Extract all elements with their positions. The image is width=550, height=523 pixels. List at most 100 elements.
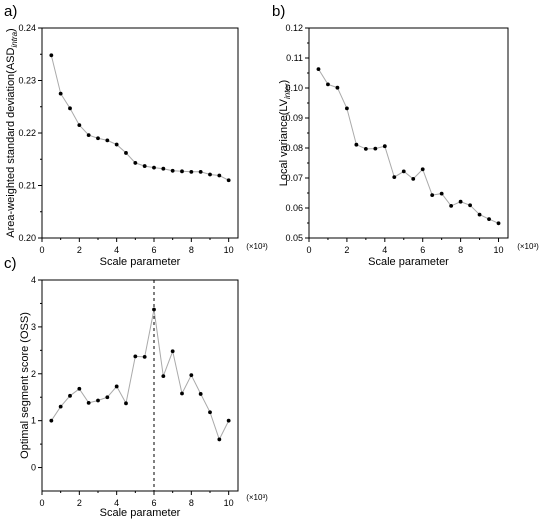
x-axis-label: Scale parameter (368, 256, 449, 268)
x-tick-label: 10 (494, 245, 504, 255)
data-point (77, 386, 82, 391)
data-point (152, 307, 156, 312)
data-point (217, 437, 222, 442)
y-tick-label: 0.07 (285, 173, 303, 183)
data-point (161, 374, 166, 379)
y-tick-label: 0.23 (18, 76, 36, 86)
x-tick-label: 2 (344, 245, 349, 255)
x-tick-label: 8 (189, 245, 194, 255)
y-tick-label: 0.12 (285, 23, 303, 33)
data-point (114, 142, 119, 147)
x-tick-label: 0 (39, 498, 44, 508)
data-point (373, 146, 378, 151)
chart-panel-1: a) 0 2 4 6 8 10 0.20 0.21 0.22 0.23 0.24 Scale param… (4, 3, 268, 268)
data-point (161, 166, 166, 171)
x-tick-label: 6 (151, 498, 156, 508)
y-axis-label: Local variance(LVinter) (278, 80, 292, 186)
plot-frame (41, 279, 239, 492)
x-tick-label: 10 (224, 498, 234, 508)
data-point (124, 151, 128, 155)
y-tick-label: 0.24 (18, 23, 36, 33)
y-tick-label: 0 (31, 463, 36, 473)
data-point (326, 82, 330, 87)
data-point (496, 221, 501, 226)
x-axis-multiplier: (×10³) (246, 242, 268, 251)
y-tick-label: 1 (31, 416, 36, 426)
data-point (439, 191, 444, 196)
x-tick-label: 0 (306, 245, 311, 255)
x-axis-multiplier: (×10³) (246, 493, 268, 502)
y-tick-label: 0.10 (285, 83, 303, 93)
x-tick-label: 4 (382, 245, 387, 255)
panel-label: b) (272, 3, 285, 20)
x-tick-label: 0 (39, 245, 44, 255)
y-axis-label: Area-weighted standard deviation(ASDintr… (5, 28, 19, 237)
data-point (142, 164, 147, 168)
y-tick-label: 0.08 (285, 143, 303, 153)
data-point (487, 217, 491, 222)
data-point (180, 391, 184, 396)
data-point (382, 144, 387, 149)
x-tick-label: 2 (77, 498, 82, 508)
chart-panel-2: b) 0 2 4 6 8 10 0.05 0.06 0.07 0.08 0.09 0.10 0.11 0.1… (272, 3, 539, 268)
y-tick-label: 0.05 (285, 233, 303, 243)
y-tick-label: 4 (31, 275, 36, 285)
x-axis-multiplier: (×10³) (517, 242, 539, 251)
data-point (58, 404, 63, 409)
data-point (124, 401, 128, 406)
y-axis-label: Optimal segment score (OSS) (19, 312, 31, 459)
y-tick-label: 2 (31, 369, 36, 379)
x-tick-label: 2 (77, 245, 82, 255)
y-tick-label: 0.22 (18, 128, 36, 138)
data-point (226, 178, 231, 183)
x-tick-label: 8 (458, 245, 463, 255)
series-line (318, 68, 499, 224)
data-point (105, 138, 110, 143)
y-tick-label: 0.20 (18, 233, 36, 243)
x-tick-label: 8 (189, 498, 194, 508)
y-tick-label: 3 (31, 322, 36, 332)
data-point (105, 395, 110, 400)
panel-label: a) (4, 3, 17, 20)
data-point (96, 398, 100, 403)
x-axis-label: Scale parameter (100, 507, 181, 519)
data-point (363, 147, 368, 151)
data-point (86, 400, 91, 405)
data-point (458, 199, 463, 204)
plot-frame (308, 27, 509, 239)
data-point (68, 393, 72, 398)
y-tick-label: 0.11 (286, 53, 303, 63)
x-tick-label: 4 (114, 498, 119, 508)
data-point (170, 168, 175, 173)
data-point (430, 193, 435, 198)
data-point (86, 133, 91, 138)
data-point (198, 392, 203, 396)
data-point (468, 203, 472, 208)
y-tick-label: 0.09 (285, 113, 303, 123)
data-point (96, 136, 100, 141)
data-point (354, 142, 359, 147)
data-point (180, 169, 184, 174)
series-line (50, 55, 229, 181)
data-point (392, 175, 397, 180)
data-point (449, 204, 454, 208)
data-point (77, 123, 82, 128)
x-tick-label: 10 (224, 245, 234, 255)
data-point (345, 106, 349, 111)
data-point (133, 161, 138, 165)
x-tick-label: 4 (114, 245, 119, 255)
data-point (142, 354, 147, 359)
data-point (411, 177, 416, 181)
data-point (335, 85, 340, 90)
data-point (58, 91, 63, 96)
data-point (189, 169, 194, 174)
data-point (208, 410, 212, 415)
data-point (401, 169, 406, 174)
data-point (114, 384, 119, 389)
data-point (226, 418, 231, 423)
data-point (49, 418, 54, 423)
data-point (217, 173, 222, 178)
data-point (170, 349, 175, 354)
